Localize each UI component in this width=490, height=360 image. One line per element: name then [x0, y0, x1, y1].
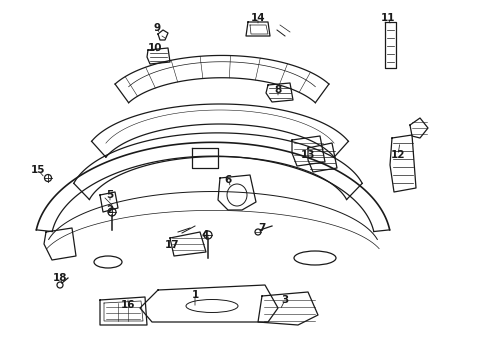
Text: 13: 13 — [301, 150, 315, 160]
Text: 12: 12 — [391, 150, 405, 160]
Ellipse shape — [94, 256, 122, 268]
Ellipse shape — [186, 300, 238, 312]
Text: 4: 4 — [201, 230, 209, 240]
Text: 16: 16 — [121, 300, 135, 310]
Circle shape — [57, 282, 63, 288]
Text: 9: 9 — [153, 23, 161, 33]
Circle shape — [204, 231, 212, 239]
Circle shape — [108, 208, 116, 216]
Text: 10: 10 — [148, 43, 162, 53]
Text: 3: 3 — [281, 295, 289, 305]
Text: 18: 18 — [53, 273, 67, 283]
Text: 1: 1 — [192, 290, 198, 300]
Text: 2: 2 — [106, 205, 114, 215]
Text: 5: 5 — [106, 190, 114, 200]
Circle shape — [255, 229, 261, 235]
Text: 15: 15 — [31, 165, 45, 175]
Text: 7: 7 — [258, 223, 266, 233]
Circle shape — [45, 175, 51, 181]
Ellipse shape — [227, 184, 247, 206]
Text: 17: 17 — [165, 240, 179, 250]
Text: 11: 11 — [381, 13, 395, 23]
Text: 14: 14 — [251, 13, 265, 23]
Text: 6: 6 — [224, 175, 232, 185]
Text: 8: 8 — [274, 85, 282, 95]
Ellipse shape — [294, 251, 336, 265]
